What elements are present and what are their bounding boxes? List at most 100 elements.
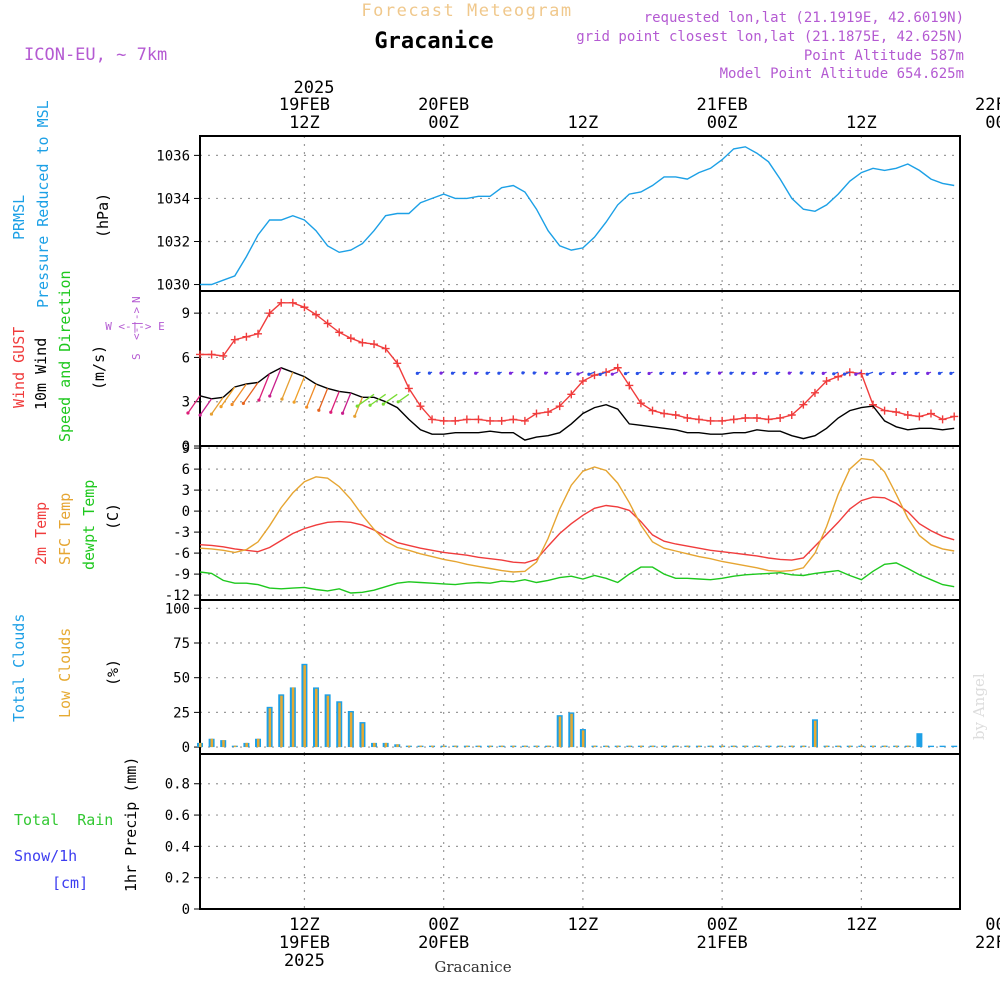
- gust-marker: [520, 416, 529, 425]
- low-cloud-bar: [616, 745, 620, 748]
- wind-arrow-head: [329, 410, 333, 414]
- low-cloud-bar: [500, 745, 504, 748]
- low-cloud-bar: [442, 745, 446, 748]
- snow-label: Snow/1h: [14, 847, 77, 865]
- gust-marker: [381, 344, 390, 353]
- gust-marker: [915, 412, 924, 421]
- gust-marker: [462, 415, 471, 424]
- temp-unit-label: (C): [104, 503, 122, 530]
- gust-marker: [277, 298, 286, 307]
- gust-marker: [834, 372, 843, 381]
- wind-arrow-head: [209, 412, 214, 416]
- gust-marker: [776, 413, 785, 422]
- pressure-ytick-label: 1032: [156, 234, 190, 250]
- temperature-ytick-label: 0: [182, 504, 190, 520]
- gust-marker: [752, 413, 761, 422]
- gust-marker: [926, 409, 935, 418]
- low-cloud-bar: [755, 745, 759, 748]
- wind-arrow-head: [396, 400, 400, 404]
- low-cloud-bar: [291, 687, 295, 748]
- wind-arrow-head: [462, 371, 466, 375]
- wind-arrow-head: [292, 400, 296, 404]
- gust-marker: [300, 303, 309, 312]
- low-cloud-bar: [326, 695, 330, 748]
- wind-arrow-head: [787, 371, 791, 375]
- compass-we-label: W <-|-> E: [105, 320, 165, 333]
- low-cloud-bar: [593, 745, 597, 748]
- gust-marker: [613, 363, 622, 372]
- top-year-label: 2025: [294, 78, 335, 98]
- bottom-day-label: 19FEB: [279, 933, 330, 953]
- wind-arrow-head: [280, 397, 284, 401]
- pressure-labels: PRMSL Pressure Reduced to MSL (hPa): [10, 100, 112, 308]
- gust-marker: [950, 412, 959, 421]
- model-altitude: Model Point Altitude 654.625m: [720, 66, 964, 82]
- cloud-unit-label: (%): [104, 659, 122, 686]
- temperature-line-2m-temp: [199, 496, 955, 564]
- gust-marker: [219, 351, 228, 360]
- low-cloud-bar: [558, 716, 562, 748]
- pressure-ytick-label: 1034: [156, 191, 190, 207]
- pressure-desc-label: Pressure Reduced to MSL: [34, 100, 52, 308]
- snow-unit-label: [cm]: [52, 874, 88, 892]
- wind-arrow: [330, 391, 340, 413]
- wind-arrow-head: [355, 404, 359, 408]
- low-cloud-bar: [396, 744, 399, 748]
- low-cloud-bar: [570, 713, 573, 748]
- wind-arrow-head: [305, 405, 309, 409]
- wind-arrow-head: [832, 372, 836, 376]
- total-cloud-bar: [951, 745, 958, 748]
- low-cloud-bar: [373, 742, 376, 748]
- low-cloud-bar: [605, 745, 608, 748]
- wind-arrow-head: [555, 371, 559, 375]
- precip-axis-label: 1hr Precip (mm): [122, 757, 140, 892]
- wind-arrow-head: [842, 372, 847, 376]
- chart-title: Forecast Meteogram: [361, 1, 572, 21]
- low-cloud-bar: [674, 745, 678, 748]
- wind-panel: 0 3 6 9: [182, 290, 961, 455]
- wind-arrow-head: [340, 411, 345, 415]
- gust-marker: [254, 329, 263, 338]
- gust-marker: [903, 411, 912, 419]
- low-cloud-bar: [825, 745, 829, 748]
- wind-arrow-head: [903, 371, 907, 375]
- gust-marker: [474, 415, 483, 424]
- low-cloud-bar: [315, 688, 318, 748]
- wind-arrow-head: [635, 371, 639, 376]
- wind-arrow: [293, 376, 306, 403]
- wind-arrow-head: [729, 371, 733, 375]
- pressure-ytick-label: 1030: [156, 278, 190, 294]
- low-cloud-bar: [581, 730, 585, 748]
- low-cloud-bar: [790, 745, 794, 748]
- temperature-line-dewpt-temp: [199, 562, 955, 594]
- wind-arrow-head: [381, 402, 385, 406]
- low-cloud-bar: [860, 745, 863, 748]
- wind-arrow-head: [521, 371, 525, 375]
- wind-arrow: [187, 395, 201, 414]
- temperature-ytick-label: -12: [165, 588, 190, 604]
- gust-marker: [393, 359, 402, 368]
- wind-arrow-head: [740, 371, 745, 375]
- wind-arrow: [269, 367, 282, 397]
- wind-arrow-head: [198, 413, 202, 417]
- low-cloud-bar: [837, 745, 840, 748]
- wind-arrow: [397, 393, 410, 403]
- wind-ytick-label: 9: [182, 306, 190, 322]
- total-cloud-bar: [927, 745, 934, 748]
- wind-arrow-head: [576, 372, 580, 376]
- temperature-ytick-label: 9: [182, 441, 190, 457]
- model-label: ICON-EU, ~ 7km: [24, 45, 167, 65]
- gust-marker: [729, 415, 738, 424]
- wind-arrow-head: [914, 371, 918, 375]
- wind-labels: Wind GUST 10m Wind Speed and Direction (…: [10, 270, 165, 442]
- gust-marker: [486, 416, 495, 425]
- gust-marker: [938, 415, 947, 424]
- gust-marker: [648, 406, 657, 415]
- wind-arrow-head: [427, 371, 432, 375]
- compass-s-label: S: [130, 353, 143, 360]
- wind-arrow-head: [598, 372, 602, 376]
- low-cloud-bar: [906, 745, 910, 748]
- top-day-label: 19FEB: [279, 95, 330, 115]
- wind-arrow: [382, 393, 398, 405]
